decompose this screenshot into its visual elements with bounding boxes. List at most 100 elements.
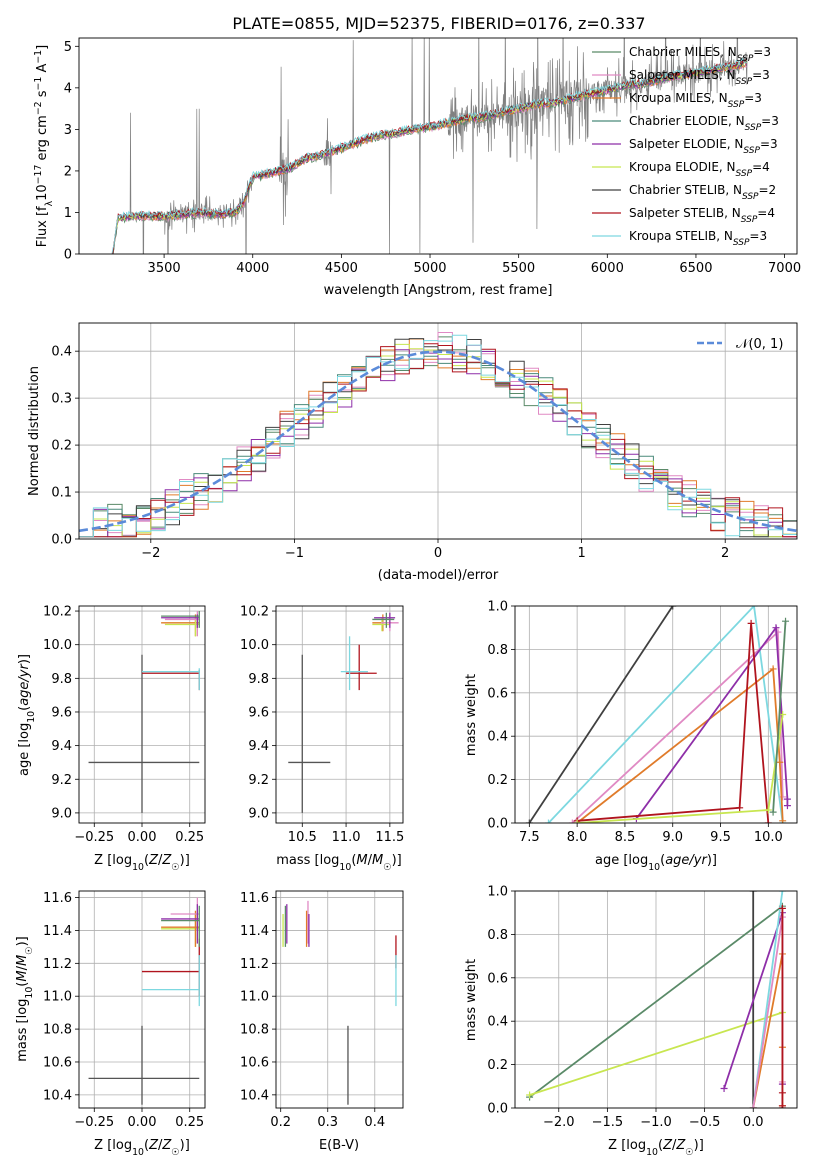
legend-entry-text: Kroupa MILES, N bbox=[629, 91, 728, 105]
age_vs_Z-axes: −0.25 0.00 0.25 9.0 9.2 9.4 9.6 9.8 10.0 10.2 bbox=[43, 605, 205, 845]
mass-vs-Z-ylabel-part: / bbox=[15, 965, 30, 970]
weight_vs_Z-marker-7 bbox=[778, 904, 786, 912]
legend-entry-value: =3 bbox=[744, 91, 762, 105]
age-vs-Z-xlabel-part: ( bbox=[144, 853, 149, 868]
weight_vs_age-ytick-label: 0.6 bbox=[487, 686, 508, 701]
age_vs_Z-ytick-label: 9.0 bbox=[51, 806, 72, 821]
weight-vs-Z-xlabel-part: / bbox=[672, 1138, 677, 1153]
weight_vs_age-marker-0 bbox=[525, 819, 533, 823]
age-vs-mass-xlabel: mass [log10(M/M☉)] bbox=[276, 853, 402, 873]
spectrum-ylabel-part: s bbox=[35, 90, 50, 101]
mass_vs_Z-ytick-label: 11.4 bbox=[43, 924, 72, 939]
residuals-data-layer bbox=[79, 332, 797, 538]
legend-entry-value: =3 bbox=[761, 114, 779, 128]
weight_vs_age-marker-2 bbox=[568, 819, 576, 823]
mass_vs_Z-ytick-label: 10.4 bbox=[43, 1088, 72, 1103]
weight-vs-age-xlabel-part: age [log bbox=[595, 853, 648, 868]
mass-vs-ebv-xlabel: E(B-V) bbox=[319, 1138, 359, 1153]
weight_vs_Z-marker-1 bbox=[526, 1091, 534, 1099]
spectrum-ytick-label: 2 bbox=[64, 164, 72, 179]
age_vs_mass-ytick-label: 9.0 bbox=[248, 806, 269, 821]
weight_vs_Z-ytick-label: 0.0 bbox=[487, 1102, 508, 1117]
weight-vs-Z-xlabel-part: ( bbox=[658, 1138, 663, 1153]
spectrum-ylabel-part: λ bbox=[44, 200, 55, 206]
mass_vs_ebv-data-layer bbox=[282, 900, 397, 1105]
legend-entry-text: Salpeter MILES, N bbox=[629, 68, 736, 82]
weight_vs_Z-xtick-label: −2.0 bbox=[543, 1115, 575, 1130]
age_vs_mass-data-layer bbox=[288, 612, 399, 813]
legend-entry-sub: SSP bbox=[736, 169, 753, 179]
age_vs_Z-ytick-label: 10.2 bbox=[43, 605, 72, 620]
spectrum-xlabel: wavelength [Angstrom, rest frame] bbox=[324, 283, 553, 298]
weight_vs_Z-series-1 bbox=[529, 1011, 783, 1096]
age_vs_Z-ytick-label: 10.0 bbox=[43, 638, 72, 653]
weight_vs_age-marker-4 bbox=[783, 795, 791, 803]
weight_vs_Z-marker-6 bbox=[749, 1104, 757, 1108]
weight_vs_Z-xtick-label: −1.0 bbox=[640, 1115, 672, 1130]
legend-entry-sub: SSP bbox=[741, 215, 758, 225]
age-vs-mass-xlabel-part: 10 bbox=[339, 862, 351, 873]
weight-vs-age-xlabel-part: )] bbox=[707, 853, 717, 868]
residuals-xtick-label: 1 bbox=[577, 546, 585, 561]
weight_vs_age-marker-6 bbox=[573, 819, 581, 823]
weight_vs_age-marker-6 bbox=[764, 806, 772, 814]
legend-entry-text: Kroupa ELODIE, N bbox=[629, 160, 736, 174]
age-vs-Z-ylabel-part: age/yr bbox=[17, 662, 32, 705]
weight_vs_age-marker-5 bbox=[736, 804, 744, 812]
age_vs_mass-ytick-label: 9.2 bbox=[248, 773, 269, 788]
age_vs_mass-ytick-label: 10.0 bbox=[240, 638, 269, 653]
mass_vs_ebv-ytick-label: 10.8 bbox=[240, 1023, 269, 1038]
spectrum-ylabel-part: erg cm bbox=[35, 115, 50, 164]
weight_vs_Z-xtick-label: −0.5 bbox=[689, 1115, 721, 1130]
weight_vs_age-frame bbox=[514, 605, 798, 824]
mass_vs_ebv-ytick-label: 10.6 bbox=[240, 1055, 269, 1070]
residuals-axes: −2 −1 0 1 2 0.0 0.1 0.2 0.3 0.4 bbox=[51, 323, 797, 561]
mass-vs-Z-xlabel-part: 10 bbox=[132, 1147, 144, 1158]
weight_vs_Z-marker-7 bbox=[778, 1089, 786, 1097]
mass_vs_ebv-xtick-label: 0.2 bbox=[270, 1115, 291, 1130]
mass_vs_Z-data-layer bbox=[88, 897, 200, 1105]
weight_vs_age-ytick-label: 0.8 bbox=[487, 643, 508, 658]
age_vs_Z-ytick-label: 9.6 bbox=[51, 705, 72, 720]
weight-vs-age-xlabel-part: 10 bbox=[648, 862, 660, 873]
mass_vs_Z-frame bbox=[78, 890, 206, 1109]
legend-entry-text: Chabrier ELODIE, N bbox=[629, 114, 745, 128]
residuals-ytick-label: 0.2 bbox=[51, 439, 72, 454]
weight_vs_Z-ytick-label: 0.4 bbox=[487, 1015, 508, 1030]
age-vs-mass-xlabel-part: )] bbox=[392, 853, 402, 868]
legend-entry-value: =3 bbox=[749, 229, 767, 243]
mass-vs-Z-xlabel-part: / bbox=[158, 1138, 163, 1153]
weight-vs-age-xlabel: age [log10(age/yr)] bbox=[595, 853, 717, 873]
mass-vs-Z-xlabel: Z [log10(Z/Z☉)] bbox=[94, 1138, 190, 1158]
legend-entry-5: Kroupa ELODIE, NSSP=4 bbox=[629, 160, 770, 179]
mass_vs_ebv-axes: 0.2 0.3 0.4 10.4 10.6 10.8 11.0 11.2 11.4 11.6 bbox=[240, 891, 403, 1130]
age_vs_mass-ytick-label: 9.4 bbox=[248, 739, 269, 754]
weight-vs-Z-ylabel: mass weight bbox=[464, 959, 479, 1041]
weight-vs-Z-xlabel: Z [log10(Z/Z☉)] bbox=[608, 1138, 704, 1158]
weight_vs_age-ytick-label: 0.4 bbox=[487, 730, 508, 745]
residual-histogram-4 bbox=[79, 349, 797, 538]
age-vs-mass-xlabel-part: M bbox=[372, 853, 383, 868]
residuals-xtick-label: 2 bbox=[721, 546, 729, 561]
age_vs_Z-frame bbox=[78, 605, 206, 824]
mass_vs_Z-xtick-label: −0.25 bbox=[74, 1115, 114, 1130]
mass-vs-Z-ylabel-part: M bbox=[15, 955, 30, 966]
weight_vs_age-xtick-label: 9.5 bbox=[710, 830, 731, 845]
mass-vs-Z-ylabel-part: ( bbox=[15, 982, 30, 987]
legend-entry-sub: SSP bbox=[743, 146, 760, 156]
legend-entry-sub: SSP bbox=[733, 238, 750, 248]
weight_vs_Z-axes: −2.0 −1.5 −1.0 −0.5 0.0 0.0 0.2 0.4 0.6 0.8 1.0 bbox=[487, 885, 797, 1130]
age_vs_mass-xtick-label: 10.5 bbox=[288, 830, 317, 845]
weight_vs_Z-ytick-label: 0.6 bbox=[487, 971, 508, 986]
weight_vs_age-marker-5 bbox=[764, 819, 772, 823]
weight_vs_age-series-7 bbox=[772, 621, 787, 813]
weight-vs-age-xlabel-part: ( bbox=[660, 853, 665, 868]
weight_vs_age-series-1 bbox=[547, 606, 784, 823]
age_vs_Z-ytick-label: 9.4 bbox=[51, 739, 72, 754]
mass_vs_Z-ytick-label: 11.6 bbox=[43, 891, 72, 906]
weight_vs_Z-frame bbox=[514, 890, 798, 1109]
residuals-xtick-label: −1 bbox=[285, 546, 304, 561]
weight_vs_age-marker-3 bbox=[769, 665, 777, 673]
weight_vs_age-ytick-label: 0.0 bbox=[487, 817, 508, 832]
spectrum-ylabel-part: −2 bbox=[33, 101, 44, 115]
